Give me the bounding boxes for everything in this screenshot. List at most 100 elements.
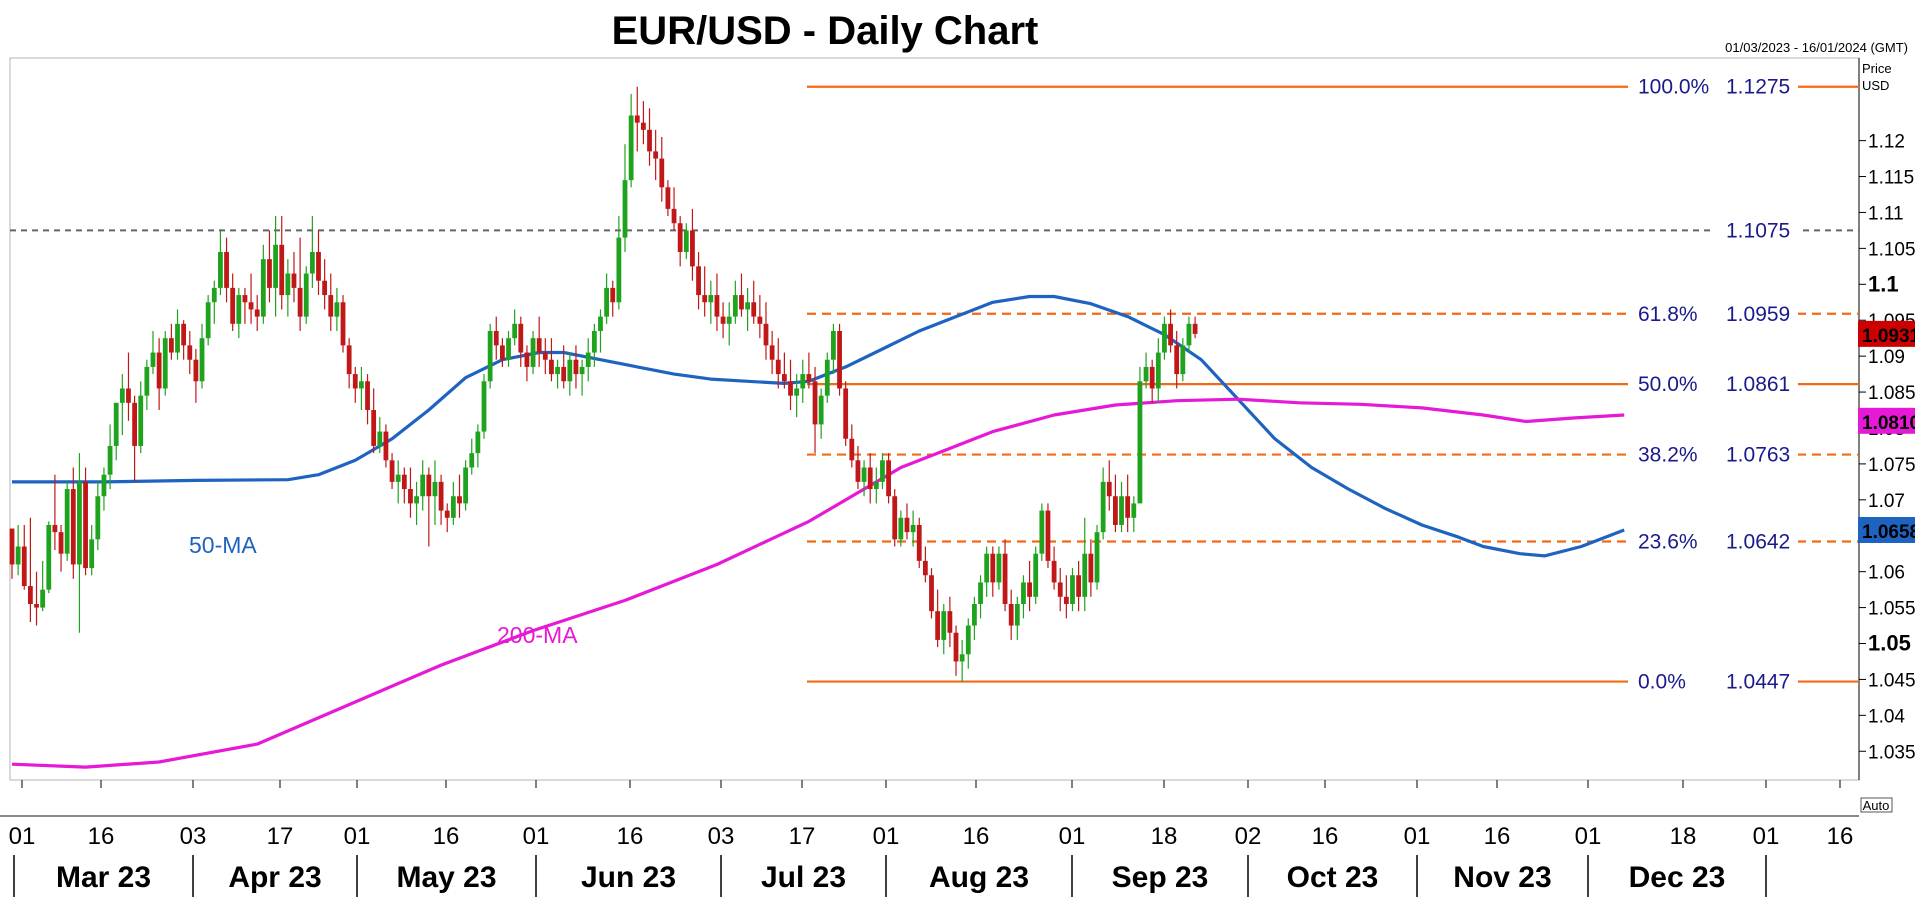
x-tick-label: 01 [9,823,36,850]
price-tags: 1.0931 1.0810 1.0658 [1858,320,1915,543]
candle [230,273,236,331]
x-tick-label: 01 [1059,823,1086,850]
fib-percent-2: 50.0% [1638,373,1698,396]
ma50-tag [1858,516,1915,543]
candle [1113,474,1118,533]
candle [377,417,383,454]
candle [340,295,346,353]
candle [291,251,297,303]
candle [781,352,787,389]
candle [1174,330,1180,389]
candle [175,309,180,360]
y-axis-title-2: USD [1862,78,1889,93]
candle [493,316,499,360]
candle [690,208,695,281]
month-label: Dec 23 [1629,861,1726,894]
candle [267,230,272,303]
candle [812,366,818,454]
candle [469,438,475,475]
y-tick-label: 1.105 [1868,239,1915,260]
candle [506,330,511,367]
last-price-tag-label: 1.0931 [1862,326,1915,347]
candle [21,524,27,590]
x-tick-label: 01 [1575,823,1602,850]
candle [549,338,554,382]
x-tick-label: 01 [344,823,371,850]
y-axis-title-1: Price [1862,61,1892,76]
candle [199,323,205,389]
fib-label-bg-5 [1628,667,1798,696]
y-tick-label: 1.09 [1868,347,1905,368]
candle [714,273,720,331]
x-axis: 01 16 03 17 01 16 01 16 03 17 01 16 01 18 02 16 01 16 01 18… [9,780,1853,850]
x-tick-label: 16 [88,823,115,850]
candle [1002,539,1008,612]
y-tick-label: 1.07 [1868,491,1905,512]
candle [107,424,113,490]
y-tick-label: 1.085 [1868,383,1915,404]
candle [1186,316,1192,353]
x-tick-label: 03 [180,823,207,850]
candle [334,287,340,331]
candle [1143,352,1149,389]
ma200-tag-label: 1.0810 [1862,413,1915,434]
chart-title: EUR/USD - Daily Chart [612,9,1039,53]
candle [34,571,39,626]
x-tick-label: 02 [1235,823,1262,850]
x-tick-label: 18 [1151,823,1178,850]
candle [659,137,665,202]
fib-label-bg-4 [1628,527,1798,556]
candle [463,460,469,511]
candle [622,144,628,252]
candle [677,216,683,267]
candle [1039,503,1045,561]
candle [328,273,334,331]
fib-value-1: 1.0959 [1726,303,1790,326]
fibonacci-levels: 100.0% 1.1275 61.8% 1.0959 50.0% 1.0861 38.2% 1… [10,72,1859,696]
candle [162,330,168,396]
y-tick-label: 1.11 [1868,203,1904,224]
candle [395,460,401,504]
month-label: May 23 [396,861,496,894]
fib-percent-4: 23.6% [1638,530,1698,553]
candle [1131,496,1137,533]
x-tick-label: 16 [617,823,644,850]
candle [922,546,928,583]
auto-button[interactable]: Auto [1860,797,1893,813]
candle [279,216,285,310]
candle [1162,316,1167,360]
candle [383,424,389,468]
candle [297,237,303,331]
candle [218,230,223,296]
auto-label: Auto [1863,798,1890,813]
candle [843,381,849,446]
fib-label-bg-1 [1628,299,1798,328]
y-tick-label: 1.115 [1868,168,1914,189]
candle [757,295,763,339]
candle [916,517,922,569]
candle [27,517,33,622]
month-label: Jun 23 [581,861,676,894]
candle [886,453,891,504]
candle [745,287,750,331]
candle [322,259,328,310]
fib-percent-3: 38.2% [1638,444,1698,467]
y-tick-label: 1.1 [1868,271,1899,296]
candle [794,374,800,418]
candle [806,352,812,389]
x-tick-label: 18 [1670,823,1697,850]
y-tick-label: 1.06 [1868,563,1905,584]
candle [205,295,211,346]
candle [953,625,959,676]
candle [450,481,456,525]
candle [426,467,432,547]
candle [849,424,855,468]
x-tick-label: 16 [1312,823,1339,850]
candle [1021,575,1026,619]
candle [89,524,95,576]
candle [156,338,162,411]
candle [285,259,291,317]
candle [788,359,793,411]
fib-value-2: 1.0861 [1726,373,1790,396]
candle [52,474,58,551]
